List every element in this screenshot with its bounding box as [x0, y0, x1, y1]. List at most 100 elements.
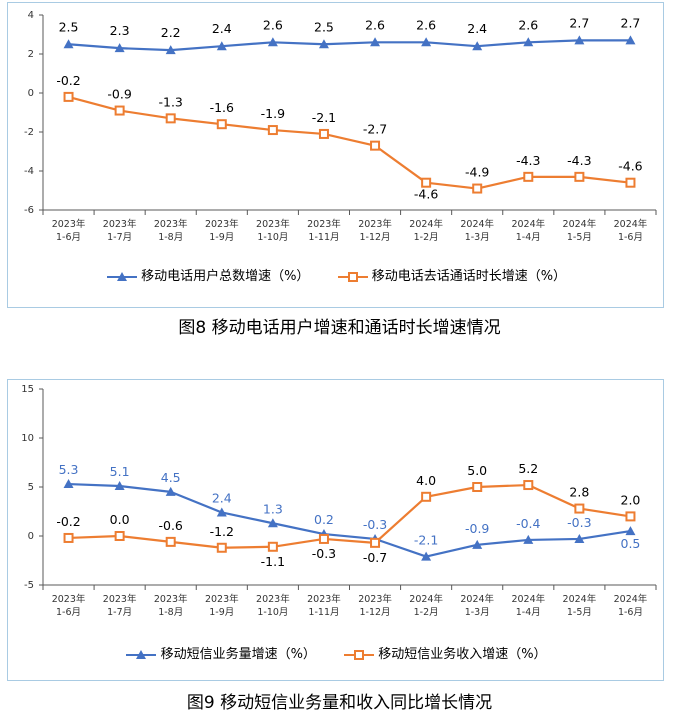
- y-tick-label: 5: [28, 482, 34, 493]
- data-label: 5.2: [518, 461, 538, 476]
- data-point-triangle: [472, 539, 483, 549]
- data-label: -1.9: [261, 106, 285, 121]
- data-label: 4.5: [161, 470, 181, 485]
- data-label: 2.6: [263, 17, 283, 32]
- data-label: 2.4: [212, 490, 232, 505]
- legend-square-marker: [337, 271, 368, 282]
- x-category-label: 2023年 1-8月: [154, 593, 188, 618]
- x-category-label-line: 2024年: [614, 218, 648, 230]
- data-label: -1.1: [261, 554, 285, 569]
- chart-panel-2: -5 0 5 10 15 2023年 1-6月 2023年 1-7月 2023年 1-8月 2023年…: [7, 379, 664, 681]
- data-point-square: [165, 113, 176, 124]
- x-category-label: 2024年 1-6月: [614, 593, 648, 618]
- figure-caption-9: 图9 移动短信业务量和收入同比增长情况: [186, 693, 493, 713]
- x-category-label: 2023年 1-9月: [205, 593, 239, 618]
- y-tick-label: -2: [24, 127, 34, 138]
- data-point-triangle: [370, 37, 381, 47]
- data-point-triangle: [267, 37, 278, 47]
- x-category-label-line: 2024年: [563, 218, 597, 230]
- x-category-label-line: 1-6月: [56, 607, 81, 618]
- data-point-square: [216, 119, 227, 130]
- x-category-label-line: 2023年: [307, 218, 341, 230]
- data-point-square: [114, 531, 125, 541]
- x-category-label-line: 2023年: [256, 593, 290, 605]
- legend-item-call-duration-growth: 移动电话去话通话时长增速（%）: [337, 265, 567, 284]
- legend-label-call-duration-growth: 移动电话去话通话时长增速（%）: [371, 269, 567, 284]
- data-label: 5.3: [59, 462, 79, 477]
- data-point-square: [523, 480, 534, 491]
- data-label: -0.3: [567, 515, 591, 530]
- data-point-square: [472, 183, 483, 194]
- data-label: -2.1: [414, 533, 438, 548]
- x-category-label-line: 1-6月: [56, 232, 81, 243]
- x-category-label-line: 1-7月: [107, 607, 132, 618]
- data-label: 2.4: [212, 21, 232, 36]
- data-label: 5.0: [467, 463, 487, 478]
- data-label: -0.9: [107, 87, 131, 102]
- x-category-label: 2024年 1-4月: [511, 593, 545, 618]
- x-category-label-line: 1-3月: [465, 232, 490, 243]
- legend-label-sms-revenue-growth: 移动短信业务收入增速（%）: [378, 647, 547, 662]
- data-point-square: [63, 91, 74, 102]
- legend-label-user-growth: 移动电话用户总数增速（%）: [141, 269, 310, 284]
- x-category-label-line: 2023年: [205, 593, 239, 605]
- data-label: 2.6: [416, 17, 436, 32]
- legend-item-sms-revenue-growth: 移动短信业务收入增速（%）: [344, 643, 547, 662]
- data-label: 1.3: [263, 501, 283, 516]
- x-category-label-line: 2024年: [409, 593, 443, 605]
- x-category-label-line: 1-3月: [465, 607, 490, 618]
- data-point-triangle: [625, 526, 636, 536]
- y-tick-label: 2: [28, 49, 34, 60]
- x-category-label-line: 2023年: [103, 218, 137, 230]
- data-label: -0.7: [363, 550, 387, 565]
- x-category-label: 2023年 1-8月: [154, 218, 188, 243]
- data-point-triangle: [574, 533, 585, 543]
- data-label: 4.0: [416, 473, 436, 488]
- x-category-label: 2023年 1-11月: [307, 593, 341, 618]
- data-label: 2.6: [365, 17, 385, 32]
- data-label: -1.2: [210, 524, 234, 539]
- x-category-label-line: 1-5月: [567, 232, 592, 243]
- x-category-label-line: 2024年: [563, 593, 597, 605]
- y-tick-label: -4: [24, 166, 34, 177]
- data-point-triangle: [216, 507, 227, 517]
- legend-1: 移动电话用户总数增速（%） 移动电话去话通话时长增速（%）: [8, 265, 665, 284]
- data-label: 2.5: [314, 19, 334, 34]
- data-point-triangle: [421, 551, 432, 561]
- legend-item-sms-volume-growth: 移动短信业务量增速（%）: [126, 643, 316, 662]
- data-point-square: [472, 482, 483, 492]
- y-tick-label: 10: [21, 433, 34, 444]
- x-category-label: 2023年 1-6月: [52, 218, 86, 243]
- data-point-triangle: [216, 41, 227, 51]
- x-category-label-line: 2024年: [409, 218, 443, 230]
- legend-triangle-marker: [106, 271, 137, 281]
- x-category-label-line: 1-10月: [257, 232, 288, 243]
- data-label: -0.3: [363, 517, 387, 532]
- data-label: 2.6: [518, 17, 538, 32]
- x-category-label: 2024年 1-2月: [409, 218, 443, 243]
- x-category-label: 2024年 1-3月: [460, 218, 494, 243]
- x-category-label-line: 1-12月: [360, 232, 391, 243]
- y-tick-label: -6: [24, 205, 34, 216]
- x-category-label-line: 2024年: [511, 218, 545, 230]
- data-label: -4.3: [516, 153, 540, 168]
- x-category-label-line: 2023年: [52, 593, 86, 605]
- x-category-label-line: 2023年: [256, 218, 290, 230]
- series-line-2: [68, 95, 631, 190]
- x-category-label-line: 1-5月: [567, 607, 592, 618]
- data-point-triangle: [523, 37, 534, 47]
- series-line-2: [68, 483, 631, 549]
- legend-2: 移动短信业务量增速（%） 移动短信业务收入增速（%）: [8, 643, 665, 662]
- data-point-square: [216, 542, 227, 553]
- data-label: -1.6: [210, 100, 234, 115]
- data-label: -0.4: [516, 516, 540, 531]
- x-category-label-line: 2024年: [460, 593, 494, 605]
- x-category-label-line: 2023年: [154, 218, 188, 230]
- data-label: -0.6: [159, 518, 183, 533]
- data-label: 2.2: [161, 25, 181, 40]
- data-point-square: [421, 491, 432, 502]
- data-label: -4.3: [567, 153, 591, 168]
- x-category-label-line: 1-8月: [158, 607, 183, 618]
- data-point-square: [114, 105, 125, 116]
